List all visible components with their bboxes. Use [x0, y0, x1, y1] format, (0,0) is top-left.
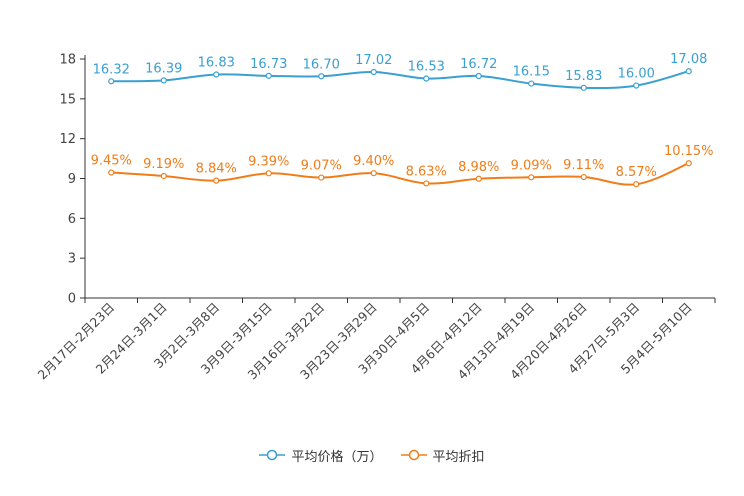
- data-label-price: 17.02: [355, 53, 392, 68]
- series-line-discount: [111, 162, 690, 186]
- data-point-discount[interactable]: [213, 177, 220, 184]
- y-tick-label: 9: [68, 172, 76, 187]
- data-label-price: 16.32: [93, 62, 130, 77]
- data-point-discount[interactable]: [475, 175, 482, 182]
- y-tick-label: 3: [68, 252, 76, 267]
- y-tick-label: 12: [59, 132, 76, 147]
- data-point-discount[interactable]: [265, 170, 272, 177]
- data-point-price[interactable]: [685, 68, 692, 75]
- data-point-price[interactable]: [370, 68, 377, 76]
- data-point-price[interactable]: [108, 78, 115, 85]
- series-layer: 16.32 16.39 16.83 16.73 16.70 17.02 16.53 16.72…: [91, 52, 714, 188]
- legend-price-label: 平均价格（万）: [291, 449, 383, 465]
- data-point-price[interactable]: [318, 73, 325, 80]
- data-label-discount: 8.63%: [406, 164, 447, 179]
- y-tick-label: 0: [68, 292, 76, 307]
- data-point-price[interactable]: [160, 77, 167, 84]
- data-label-price: 16.15: [513, 65, 550, 80]
- data-label-discount: 9.19%: [143, 157, 184, 172]
- data-label-discount: 9.11%: [563, 158, 604, 173]
- data-point-discount[interactable]: [685, 160, 692, 167]
- legend-price-marker-icon: [259, 449, 286, 461]
- data-label-price: 16.53: [408, 60, 445, 75]
- data-label-price: 16.00: [618, 67, 655, 82]
- data-point-price[interactable]: [528, 80, 535, 87]
- y-tick-label: 15: [59, 92, 76, 107]
- data-point-price[interactable]: [265, 72, 272, 79]
- legend-item-price[interactable]: 平均价格（万）: [259, 446, 383, 465]
- data-label-discount: 9.45%: [91, 154, 132, 169]
- data-label-discount: 8.57%: [616, 165, 657, 180]
- y-axis: 0 3 6 9 12 15 18: [59, 53, 86, 307]
- data-point-discount[interactable]: [318, 174, 325, 181]
- data-label-price: 16.73: [250, 57, 287, 72]
- data-point-price[interactable]: [213, 71, 220, 78]
- data-label-price: 17.08: [670, 52, 707, 67]
- data-label-discount: 9.40%: [353, 154, 394, 169]
- data-label-price: 16.72: [460, 57, 497, 72]
- data-label-discount: 8.84%: [196, 162, 237, 177]
- y-tick-label: 18: [59, 53, 76, 68]
- series-line-price: [111, 70, 690, 90]
- data-point-price[interactable]: [423, 75, 430, 82]
- data-label-price: 16.70: [303, 57, 340, 72]
- data-label-price: 16.39: [145, 61, 182, 76]
- data-label-discount: 10.15%: [664, 144, 714, 159]
- legend-item-discount[interactable]: 平均折扣: [400, 446, 485, 465]
- data-point-discount[interactable]: [528, 174, 535, 181]
- data-point-discount[interactable]: [108, 169, 115, 176]
- data-label-discount: 9.39%: [248, 154, 289, 169]
- data-point-discount[interactable]: [423, 180, 430, 187]
- data-point-discount[interactable]: [160, 172, 167, 180]
- data-label-price: 15.83: [565, 69, 602, 84]
- legend-discount-label: 平均折扣: [432, 449, 485, 465]
- x-axis: 2月17日-2月23日2月24日-3月1日3月2日-3月8日3月9日-3月15日…: [34, 297, 716, 382]
- data-point-price[interactable]: [633, 82, 640, 89]
- data-label-discount: 8.98%: [458, 160, 499, 175]
- legend-discount-marker-icon: [400, 449, 427, 461]
- data-point-discount[interactable]: [370, 170, 377, 177]
- data-label-discount: 9.07%: [301, 159, 342, 174]
- data-label-discount: 9.09%: [511, 158, 552, 173]
- legend: 平均价格（万） 平均折扣: [0, 444, 744, 466]
- y-tick-label: 6: [68, 212, 76, 227]
- data-label-price: 16.83: [198, 56, 235, 71]
- data-point-price[interactable]: [580, 84, 587, 91]
- data-point-price[interactable]: [475, 72, 482, 80]
- data-point-discount[interactable]: [633, 181, 640, 188]
- data-point-discount[interactable]: [580, 173, 587, 181]
